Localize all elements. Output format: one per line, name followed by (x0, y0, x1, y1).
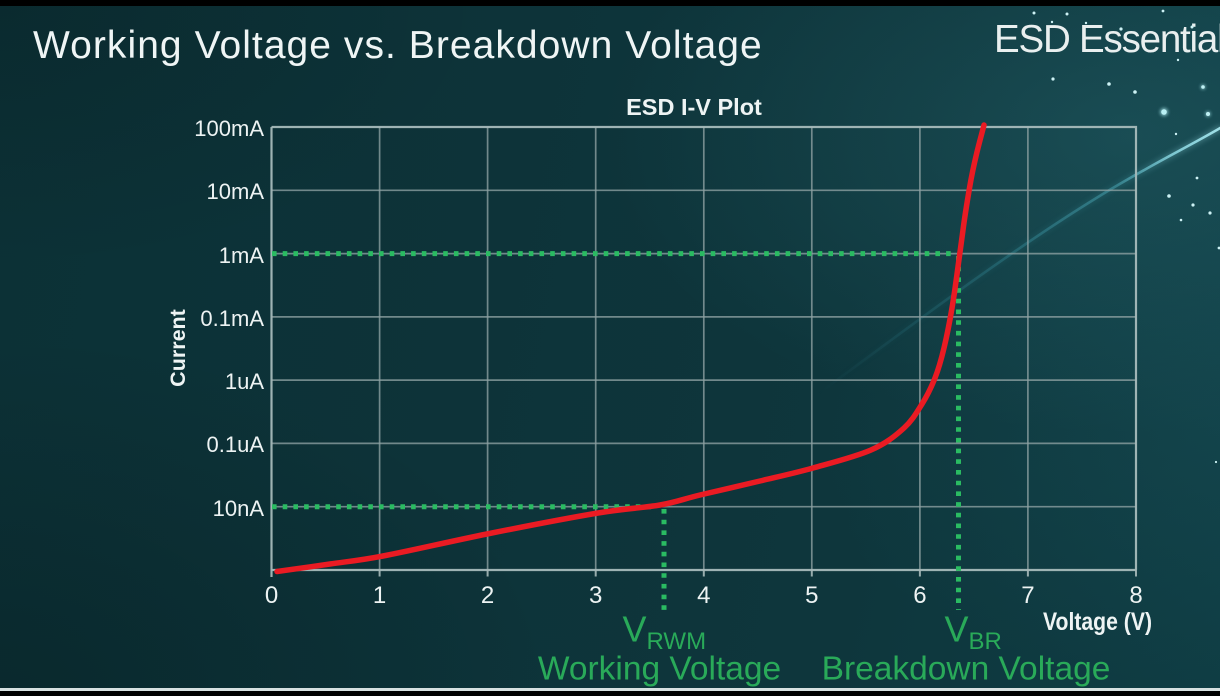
svg-text:7: 7 (1021, 582, 1034, 609)
svg-text:0: 0 (265, 582, 278, 609)
svg-text:Breakdown Voltage: Breakdown Voltage (822, 651, 1111, 688)
svg-text:8: 8 (1129, 582, 1142, 609)
svg-text:0.1uA: 0.1uA (207, 432, 265, 457)
svg-text:100mA: 100mA (194, 116, 264, 141)
svg-text:10nA: 10nA (213, 496, 265, 521)
svg-text:VBR: VBR (945, 609, 1002, 656)
svg-text:6: 6 (913, 582, 926, 609)
svg-text:3: 3 (589, 582, 602, 609)
svg-text:Voltage (V): Voltage (V) (1043, 608, 1152, 636)
svg-text:5: 5 (805, 582, 818, 609)
svg-text:1uA: 1uA (225, 369, 264, 394)
svg-text:Working Voltage: Working Voltage (538, 651, 781, 688)
svg-text:1mA: 1mA (219, 243, 265, 268)
svg-text:0.1mA: 0.1mA (200, 306, 264, 331)
svg-text:VRWM: VRWM (623, 609, 707, 656)
svg-text:4: 4 (697, 582, 710, 609)
svg-text:1: 1 (373, 582, 386, 609)
svg-text:2: 2 (481, 582, 494, 609)
svg-text:Current: Current (166, 309, 190, 387)
svg-text:10mA: 10mA (207, 179, 265, 204)
svg-text:ESD I-V Plot: ESD I-V Plot (626, 94, 762, 120)
